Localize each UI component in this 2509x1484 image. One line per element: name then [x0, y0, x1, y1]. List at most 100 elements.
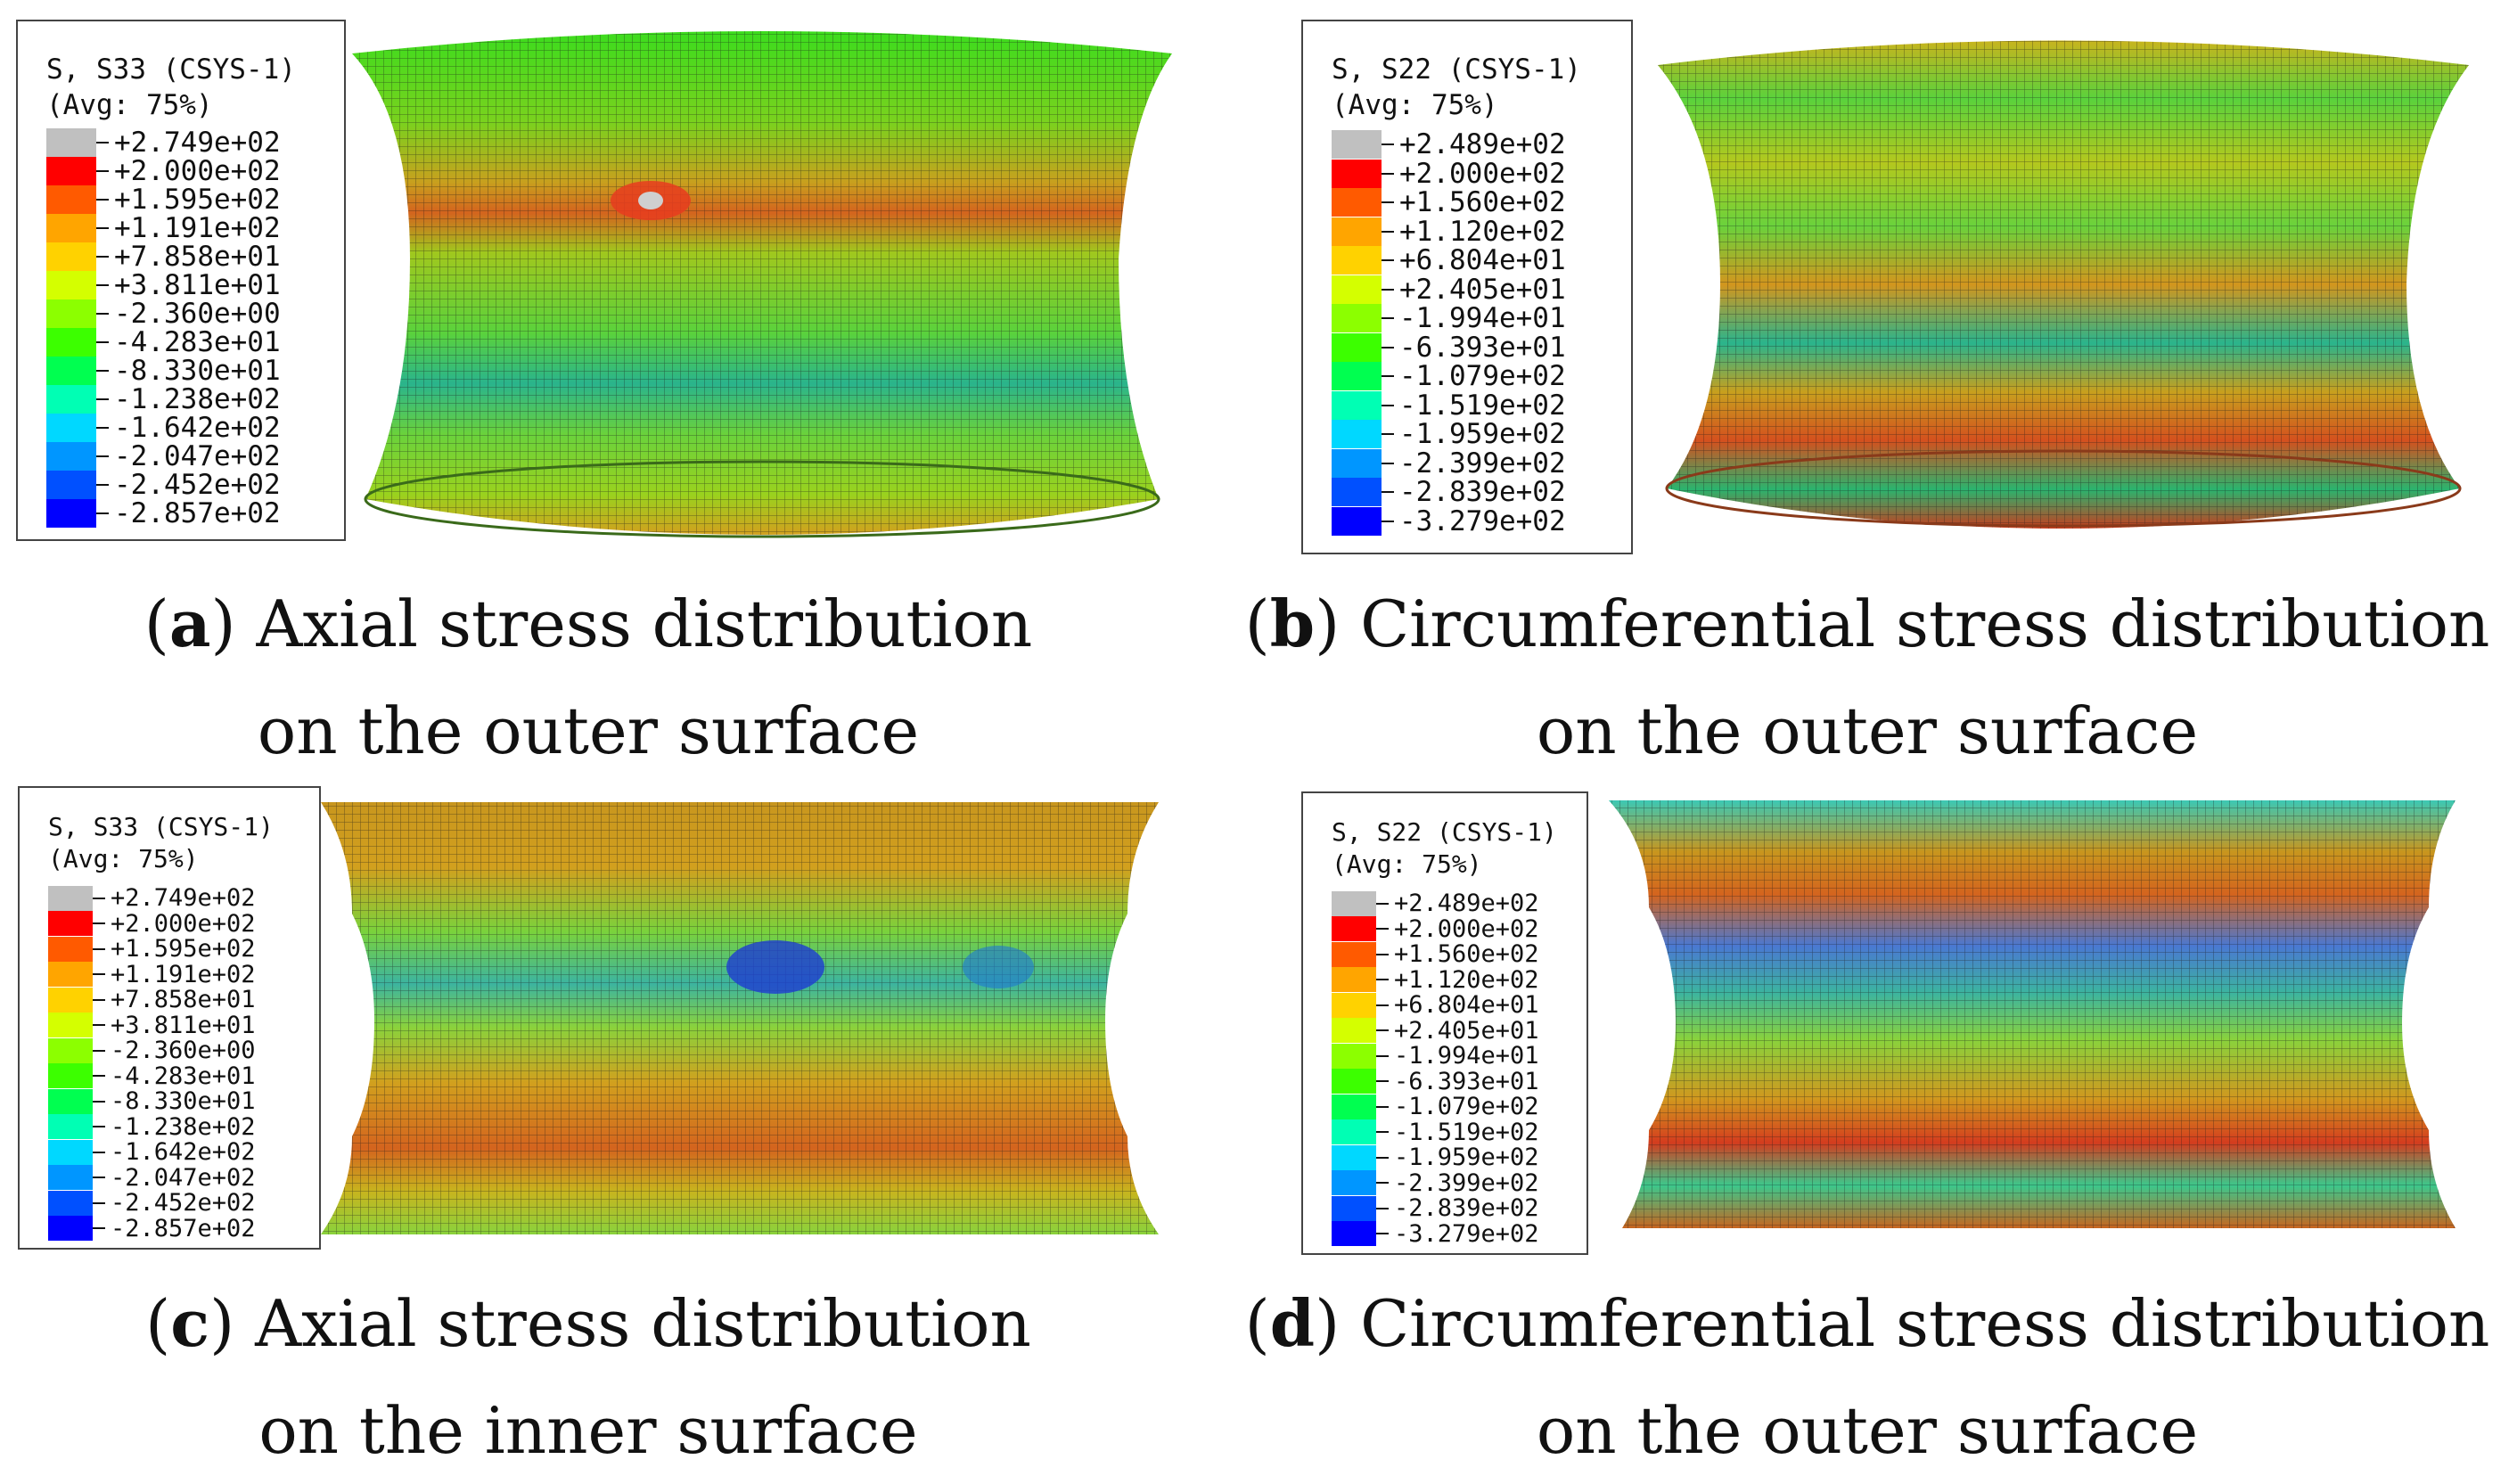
legend-row: -1.519e+02: [1332, 1119, 1539, 1146]
legend-row: +2.489e+02: [1332, 128, 1566, 160]
legend-row: +1.595e+02: [46, 184, 281, 216]
legend-row: -4.283e+01: [46, 326, 281, 358]
legend-row: -8.330e+01: [46, 355, 281, 387]
legend-swatch: [46, 128, 96, 157]
legend-value: +1.560e+02: [1394, 940, 1539, 968]
legend-value: -1.519e+02: [1399, 389, 1566, 422]
legend-row: +3.811e+01: [46, 269, 281, 301]
legend-value: +3.811e+01: [114, 269, 281, 301]
legend-value: -1.238e+02: [114, 383, 281, 415]
legend-swatch: [1332, 390, 1382, 420]
legend-row: -1.238e+02: [48, 1113, 256, 1141]
legend-tick: [93, 973, 105, 975]
legend-tick: [1382, 404, 1394, 406]
legend-tick: [96, 170, 109, 172]
legend-swatch: [48, 987, 93, 1013]
legend-tick: [96, 284, 109, 286]
legend-value: -1.079e+02: [1394, 1093, 1539, 1120]
legend-swatch: [48, 1190, 93, 1216]
legend-swatch: [1332, 304, 1382, 332]
legend-row: -1.079e+02: [1332, 1093, 1539, 1120]
legend-b: S, S22 (CSYS-1) (Avg: 75%) +2.489e+02 +2.…: [1301, 20, 1633, 554]
legend-row: +2.405e+01: [1332, 274, 1566, 306]
legend-row: -1.238e+02: [46, 383, 281, 415]
legend-value: +2.000e+02: [1394, 914, 1539, 943]
legend-value: -4.283e+01: [114, 326, 281, 358]
legend-value: +1.560e+02: [1399, 186, 1566, 218]
legend-row: +1.191e+02: [46, 212, 281, 244]
legend-row: -4.283e+01: [48, 1062, 256, 1090]
legend-tick: [93, 947, 105, 950]
legend-swatch: [1332, 217, 1382, 246]
contour-plot-c: [321, 802, 1159, 1234]
legend-value: +2.000e+02: [111, 909, 256, 938]
legend-swatch: [1332, 941, 1376, 967]
legend-swatch: [1332, 1018, 1376, 1043]
legend-value: -2.839e+02: [1399, 476, 1566, 508]
legend-value: -6.393e+01: [1394, 1067, 1539, 1095]
legend-tick: [1376, 1080, 1389, 1082]
legend-value: -6.393e+01: [1399, 331, 1566, 364]
contour-plot-b: [1658, 40, 2469, 529]
legend-tick: [93, 1024, 105, 1026]
legend-swatch: [46, 414, 96, 442]
legend-row: -1.994e+01: [1332, 302, 1566, 334]
legend-row: -2.047e+02: [48, 1164, 256, 1192]
legend-swatch: [48, 911, 93, 936]
legend-tick: [96, 341, 109, 343]
legend-tick: [93, 1177, 105, 1178]
legend-value: +2.489e+02: [1399, 128, 1566, 160]
legend-value: +2.000e+02: [114, 155, 281, 187]
legend-row: -1.959e+02: [1332, 418, 1566, 450]
legend-value: -3.279e+02: [1399, 504, 1566, 537]
legend-value: -2.399e+02: [1399, 447, 1566, 480]
contour-plot-d: [1609, 800, 2456, 1228]
legend-tick: [1376, 979, 1389, 980]
caption-d: (d) Circumferential stress distribution …: [1244, 1285, 2490, 1468]
legend-row: +3.811e+01: [48, 1012, 256, 1039]
legend-row: -1.994e+01: [1332, 1042, 1539, 1070]
legend-swatch: [46, 471, 96, 499]
legend-value: -1.642e+02: [111, 1138, 256, 1166]
legend-row: +2.000e+02: [1332, 915, 1539, 943]
legend-row: -6.393e+01: [1332, 1068, 1539, 1095]
legend-tick: [1382, 462, 1394, 464]
legend-tick: [1376, 1054, 1389, 1057]
legend-swatch: [1332, 1069, 1376, 1094]
legend-value: -1.238e+02: [111, 1112, 256, 1141]
legend-row: -2.452e+02: [48, 1189, 256, 1217]
legend-row: +7.858e+01: [48, 986, 256, 1013]
legend-tick: [1382, 143, 1394, 145]
legend-value: -3.279e+02: [1394, 1219, 1539, 1248]
legend-swatch: [48, 1139, 93, 1165]
legend-title: S, S33 (CSYS-1) (Avg: 75%): [46, 53, 296, 121]
legend-swatch: [46, 442, 96, 471]
legend-tick: [1382, 288, 1394, 291]
legend-tick: [96, 398, 109, 400]
legend-title: S, S33 (CSYS-1) (Avg: 75%): [48, 812, 274, 873]
legend-tick: [1382, 201, 1394, 203]
legend-swatch: [48, 1037, 93, 1063]
legend-tick: [93, 998, 105, 1001]
legend-row: +1.595e+02: [48, 935, 256, 963]
legend-tick: [1376, 1156, 1389, 1159]
legend-swatch: [1332, 967, 1376, 992]
legend-value: -2.399e+02: [1394, 1168, 1539, 1197]
legend-c: S, S33 (CSYS-1) (Avg: 75%) +2.749e+02 +2.…: [18, 786, 321, 1250]
legend-tick: [96, 370, 109, 372]
legend-swatch: [48, 1114, 93, 1139]
legend-row: -1.519e+02: [1332, 389, 1566, 422]
legend-tick: [1382, 172, 1394, 175]
legend-swatch: [1332, 890, 1376, 916]
legend-swatch: [48, 885, 93, 911]
legend-value: -2.857e+02: [114, 497, 281, 529]
legend-swatch: [48, 1013, 93, 1037]
legend-title: S, S22 (CSYS-1) (Avg: 75%): [1332, 817, 1557, 879]
legend-value: +3.811e+01: [111, 1011, 256, 1039]
legend-swatch: [1332, 478, 1382, 506]
legend-row: -1.642e+02: [46, 412, 281, 444]
legend-value: -1.642e+02: [114, 412, 281, 444]
legend-value: +1.120e+02: [1394, 965, 1539, 994]
legend-value: +7.858e+01: [114, 241, 281, 273]
legend-tick: [93, 1075, 105, 1077]
